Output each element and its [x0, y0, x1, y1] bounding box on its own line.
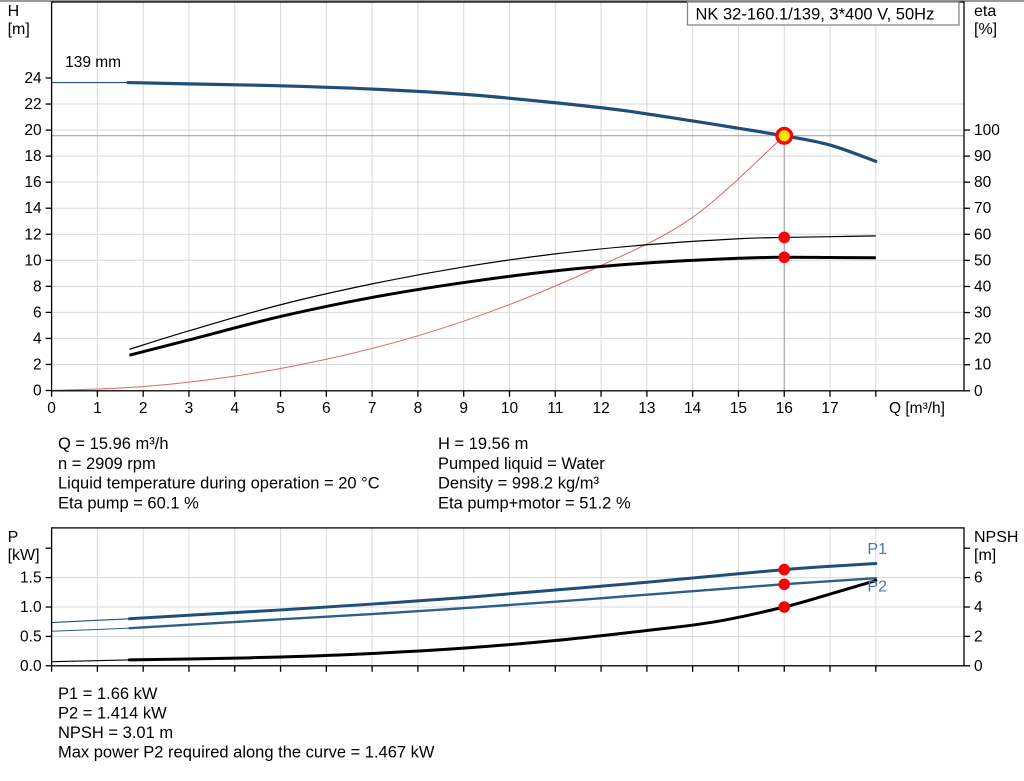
svg-text:40: 40 [974, 278, 992, 295]
svg-text:12: 12 [24, 226, 41, 243]
svg-text:2: 2 [33, 356, 42, 373]
svg-text:9: 9 [459, 400, 468, 417]
svg-text:[m]: [m] [8, 21, 30, 38]
svg-text:NPSH = 3.01 m: NPSH = 3.01 m [58, 724, 173, 742]
svg-text:Density = 998.2 kg/m³: Density = 998.2 kg/m³ [438, 475, 599, 493]
svg-text:70: 70 [974, 200, 992, 217]
svg-text:P2: P2 [867, 578, 887, 595]
svg-text:P1: P1 [867, 541, 887, 558]
svg-text:50: 50 [974, 252, 992, 269]
svg-text:15: 15 [730, 400, 747, 417]
svg-text:22: 22 [24, 96, 41, 113]
svg-text:2: 2 [974, 628, 983, 645]
svg-text:20: 20 [24, 122, 42, 139]
svg-text:Max power P2 required along th: Max power P2 required along the curve = … [58, 744, 435, 762]
svg-text:16: 16 [24, 174, 41, 191]
svg-text:20: 20 [974, 331, 992, 348]
svg-text:17: 17 [821, 400, 838, 417]
svg-text:6: 6 [974, 570, 983, 587]
svg-text:0: 0 [974, 383, 983, 400]
svg-text:14: 14 [684, 400, 702, 417]
svg-text:90: 90 [974, 148, 992, 165]
svg-text:4: 4 [230, 400, 239, 417]
svg-text:13: 13 [638, 400, 655, 417]
svg-text:2: 2 [139, 400, 148, 417]
svg-text:80: 80 [974, 174, 992, 191]
svg-text:H = 19.56 m: H = 19.56 m [438, 435, 528, 453]
svg-text:Q = 15.96 m³/h: Q = 15.96 m³/h [58, 435, 169, 453]
svg-text:H: H [8, 3, 20, 20]
svg-text:1.0: 1.0 [20, 599, 42, 616]
svg-text:NPSH: NPSH [974, 529, 1018, 546]
svg-text:[%]: [%] [974, 21, 997, 38]
svg-text:3: 3 [185, 400, 194, 417]
svg-text:8: 8 [33, 278, 42, 295]
svg-text:n = 2909 rpm: n = 2909 rpm [58, 455, 156, 473]
svg-text:P: P [8, 529, 19, 546]
svg-text:[kW]: [kW] [8, 547, 40, 564]
svg-text:4: 4 [974, 599, 983, 616]
svg-text:P1 = 1.66 kW: P1 = 1.66 kW [58, 685, 158, 703]
svg-text:Liquid temperature during oper: Liquid temperature during operation = 20… [58, 475, 380, 493]
svg-text:1.5: 1.5 [20, 570, 42, 587]
svg-text:4: 4 [33, 330, 42, 347]
svg-text:10: 10 [24, 252, 42, 269]
svg-text:0.5: 0.5 [20, 628, 42, 645]
svg-text:24: 24 [24, 70, 42, 87]
svg-text:P2 = 1.414 kW: P2 = 1.414 kW [58, 705, 167, 723]
svg-text:0: 0 [974, 658, 983, 675]
svg-text:7: 7 [368, 400, 377, 417]
svg-text:Pumped liquid = Water: Pumped liquid = Water [438, 455, 605, 473]
svg-text:18: 18 [24, 148, 41, 165]
svg-text:16: 16 [776, 400, 793, 417]
svg-text:11: 11 [547, 400, 563, 417]
svg-text:60: 60 [974, 226, 992, 243]
svg-text:0: 0 [47, 400, 56, 417]
svg-text:5: 5 [276, 400, 285, 417]
svg-text:10: 10 [974, 357, 992, 374]
svg-text:1: 1 [93, 400, 102, 417]
svg-text:12: 12 [592, 400, 609, 417]
svg-text:Eta pump = 60.1 %: Eta pump = 60.1 % [58, 495, 199, 513]
svg-text:8: 8 [414, 400, 423, 417]
svg-text:[m]: [m] [974, 547, 996, 564]
svg-text:10: 10 [501, 400, 519, 417]
svg-text:14: 14 [24, 200, 42, 217]
svg-text:NK 32-160.1/139, 3*400 V, 50Hz: NK 32-160.1/139, 3*400 V, 50Hz [696, 6, 935, 24]
svg-text:6: 6 [322, 400, 331, 417]
svg-text:100: 100 [974, 122, 1000, 139]
svg-text:Q [m³/h]: Q [m³/h] [889, 400, 945, 417]
svg-text:6: 6 [33, 304, 42, 321]
svg-text:0.0: 0.0 [20, 658, 42, 675]
svg-text:30: 30 [974, 305, 992, 322]
svg-text:eta: eta [974, 3, 996, 20]
svg-text:Eta pump+motor = 51.2 %: Eta pump+motor = 51.2 % [438, 495, 631, 513]
svg-text:0: 0 [33, 383, 42, 400]
svg-text:139 mm: 139 mm [65, 54, 121, 71]
